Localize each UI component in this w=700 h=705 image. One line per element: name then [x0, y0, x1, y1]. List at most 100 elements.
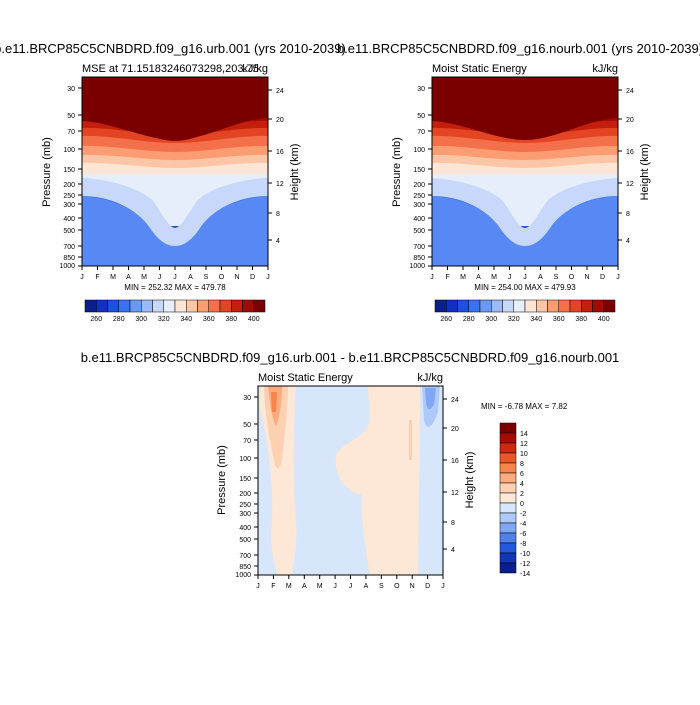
colorbar-label: 340	[530, 316, 542, 323]
pressure-tick: 150	[239, 476, 258, 483]
colorbar-swatch	[186, 299, 198, 313]
colorbar-swatch	[569, 299, 582, 313]
colorbar-swatch	[434, 299, 447, 313]
month-tick: J	[158, 266, 161, 281]
month-tick: F	[445, 266, 450, 281]
colorbar-label: 320	[508, 316, 520, 323]
pressure-tick: 400	[413, 216, 432, 223]
pressure-tick-label: 30	[243, 395, 251, 402]
y-axis-right-label: Height (km)	[464, 452, 476, 509]
pressure-tick-label: 50	[67, 113, 75, 120]
month-tick-label: A	[188, 274, 193, 281]
pressure-tick: 850	[63, 255, 82, 262]
diff-band	[271, 392, 277, 412]
colorbar-label: 340	[180, 316, 192, 323]
pressure-tick: 100	[413, 147, 432, 154]
panel-nourb: b.e11.BRCP85C5CNBDRD.f09_g16.nourb.001 (…	[337, 41, 700, 323]
pressure-tick-label: 850	[63, 255, 75, 262]
pressure-tick: 400	[239, 525, 258, 532]
colorbar-label: 360	[203, 316, 215, 323]
month-tick: S	[204, 266, 209, 281]
pressure-tick-label: 700	[239, 553, 251, 560]
month-tick-label: M	[286, 583, 292, 590]
colorbar-label: 4	[520, 481, 524, 488]
height-tick-label: 20	[276, 117, 284, 124]
colorbar-label: -10	[520, 551, 530, 558]
month-tick-label: J	[349, 583, 353, 590]
month-tick-label: M	[110, 274, 116, 281]
month-tick: J	[441, 575, 445, 590]
pressure-tick: 300	[63, 202, 82, 209]
colorbar-swatch	[592, 299, 604, 313]
height-tick-label: 8	[626, 211, 630, 218]
month-tick: A	[364, 575, 369, 590]
month-tick: N	[410, 575, 415, 590]
month-tick: J	[173, 266, 177, 281]
month-tick-label: F	[271, 583, 275, 590]
colorbar-label: -14	[520, 571, 530, 578]
colorbar-swatch	[499, 522, 517, 534]
pressure-tick-label: 200	[239, 491, 251, 498]
month-tick: M	[286, 575, 292, 590]
colorbar-swatch	[457, 299, 469, 313]
y-axis-left: 30 50 70 100 150 200 250 300 400 500 700…	[41, 86, 82, 270]
x-axis: J F M A M J J A S O N D J	[80, 266, 270, 281]
pressure-tick: 30	[243, 395, 258, 402]
pressure-tick-label: 100	[63, 147, 75, 154]
month-tick: F	[271, 575, 276, 590]
month-tick-label: O	[394, 583, 400, 590]
month-tick-label: J	[616, 274, 620, 281]
mse-band	[432, 196, 618, 266]
panel-subtitle-right: kJ/kg	[592, 63, 618, 75]
month-tick-label: M	[491, 274, 497, 281]
month-tick: S	[379, 575, 384, 590]
colorbar-swatch	[499, 462, 517, 474]
month-tick-label: S	[204, 274, 209, 281]
month-tick-label: S	[379, 583, 384, 590]
diff-field	[258, 386, 443, 575]
pressure-tick-label: 500	[413, 228, 425, 235]
pressure-tick-label: 50	[417, 113, 425, 120]
height-tick-label: 4	[276, 238, 280, 245]
colorbar-label: -6	[520, 531, 526, 538]
height-tick: 24	[443, 397, 459, 404]
height-tick: 4	[443, 547, 455, 554]
month-tick-label: A	[364, 583, 369, 590]
month-tick: J	[523, 266, 527, 281]
pressure-tick: 300	[239, 511, 258, 518]
colorbar-swatch	[208, 299, 221, 313]
height-tick-label: 12	[626, 181, 634, 188]
colorbar: 260 280 300 320 340 360 380 400	[84, 299, 266, 323]
colorbar-swatch	[129, 299, 142, 313]
mse-band	[432, 77, 618, 140]
colorbar-swatch	[547, 299, 559, 313]
y-axis-label: Pressure (mb)	[391, 137, 403, 207]
height-tick: 16	[268, 149, 284, 156]
pressure-tick-label: 400	[63, 216, 75, 223]
colorbar-label: 300	[135, 316, 147, 323]
pressure-tick: 700	[63, 244, 82, 251]
pressure-tick: 50	[67, 113, 82, 120]
colorbar-swatch	[152, 299, 164, 313]
colorbar-swatch	[219, 299, 232, 313]
pressure-tick-label: 300	[413, 202, 425, 209]
height-tick-label: 16	[451, 458, 459, 465]
colorbar-swatch	[197, 299, 209, 313]
pressure-tick: 850	[413, 255, 432, 262]
pressure-tick-label: 1000	[59, 263, 75, 270]
month-tick-label: J	[508, 274, 512, 281]
pressure-tick-label: 700	[413, 244, 425, 251]
pressure-tick-label: 50	[243, 422, 251, 429]
height-tick: 20	[268, 117, 284, 124]
colorbar-swatch	[468, 299, 481, 313]
height-tick-label: 8	[451, 520, 455, 527]
colorbar-swatch	[499, 482, 517, 494]
colorbar-label: 300	[485, 316, 497, 323]
height-tick: 8	[443, 520, 455, 527]
height-tick: 4	[268, 238, 280, 245]
pressure-tick: 500	[63, 228, 82, 235]
pressure-tick-label: 70	[243, 438, 251, 445]
colorbar-label: -12	[520, 561, 530, 568]
panel-urb: b.e11.BRCP85C5CNBDRD.f09_g16.urb.001 (yr…	[0, 41, 346, 323]
pressure-tick-label: 250	[413, 193, 425, 200]
